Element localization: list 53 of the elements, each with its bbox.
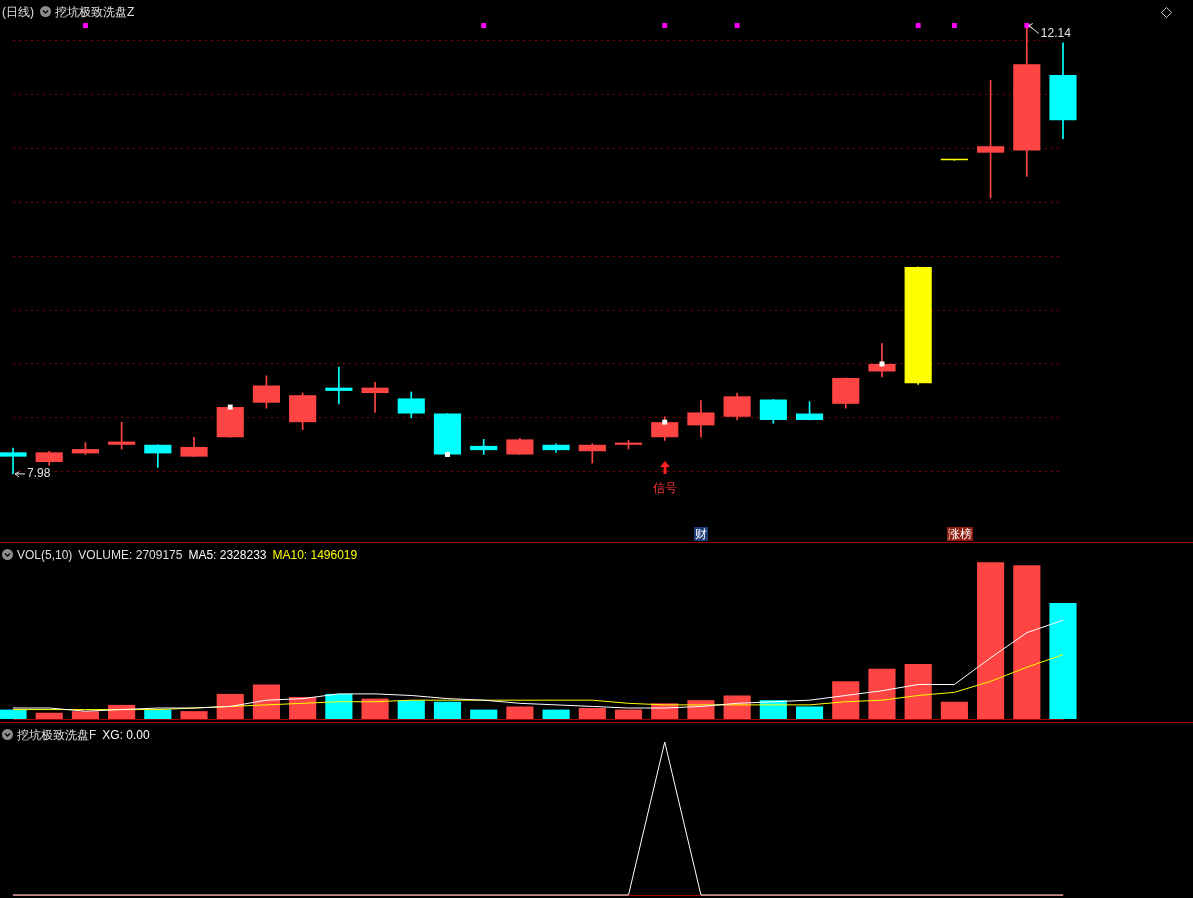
candlestick	[361, 381, 389, 413]
text: 财	[693, 527, 708, 541]
bar	[252, 684, 281, 719]
bar	[542, 709, 570, 719]
text: MA5: 2328233	[188, 548, 267, 562]
chart-subtitle: VOLUME: 2709175	[78, 548, 183, 562]
point	[481, 23, 487, 28]
bar	[325, 693, 353, 719]
bar	[361, 698, 389, 719]
bar	[795, 706, 824, 719]
bar	[977, 562, 1005, 719]
annotation: 7.98	[27, 466, 51, 481]
text: XG: 0.00	[102, 728, 150, 742]
point	[227, 404, 233, 410]
point	[662, 23, 668, 28]
point	[445, 452, 450, 457]
bar	[904, 664, 932, 719]
chart-subtitle: 挖坑极致洗盘Z	[55, 5, 135, 19]
chart-title: VOL(5,10)	[17, 548, 73, 562]
text: 信号	[651, 480, 678, 497]
point	[879, 361, 885, 367]
bar	[35, 712, 63, 719]
bar	[0, 709, 27, 719]
annotation: 12.14	[1040, 25, 1072, 40]
point	[1024, 23, 1030, 28]
chart-title: (日线)	[2, 5, 34, 19]
bar	[868, 668, 896, 719]
bar	[180, 711, 208, 719]
bar	[144, 709, 172, 719]
bar	[216, 693, 244, 719]
point	[662, 419, 668, 425]
bar	[470, 709, 498, 719]
bar	[1049, 602, 1077, 719]
bar	[614, 709, 643, 719]
bar	[1013, 565, 1041, 719]
point	[734, 23, 740, 28]
point	[915, 23, 921, 28]
bar	[433, 701, 462, 719]
chart-title: 挖坑极致洗盘F	[17, 728, 97, 742]
bar	[397, 700, 425, 719]
point	[82, 23, 88, 28]
candlestick	[470, 439, 498, 455]
bar	[578, 708, 606, 719]
bar	[71, 711, 99, 719]
bar	[832, 681, 860, 719]
candlestick	[0, 447, 27, 475]
text: 涨榜	[947, 527, 974, 541]
bar	[940, 701, 968, 719]
candlestick	[325, 366, 353, 405]
candlestick	[940, 158, 968, 161]
bar	[506, 706, 534, 719]
text: MA10: 1496019	[272, 548, 358, 562]
point	[951, 23, 957, 28]
